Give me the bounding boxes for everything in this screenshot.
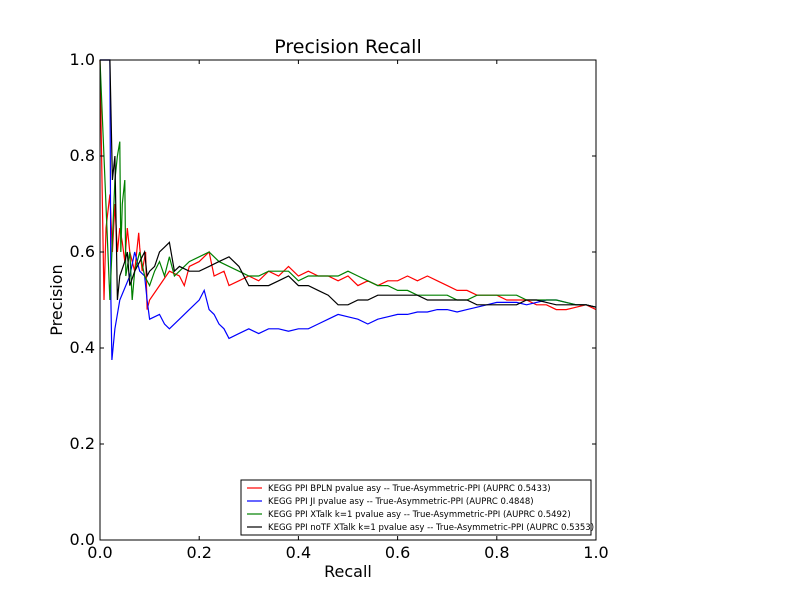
legend-label-2: KEGG PPI JI pvalue asy -- True-Asymmetri… <box>268 497 534 507</box>
legend-label-3: KEGG PPI XTalk k=1 pvalue asy -- True-As… <box>268 510 571 520</box>
y-tick-label: 0.8 <box>70 146 95 165</box>
series-line-3 <box>99 59 597 308</box>
x-axis-ticks: 0.0 0.2 0.4 0.6 0.8 1.0 <box>87 60 609 562</box>
legend-label-4: KEGG PPI noTF XTalk k=1 pvalue asy -- Tr… <box>268 523 594 533</box>
plot-frame <box>99 59 597 541</box>
y-tick-label: 1.0 <box>70 50 95 69</box>
y-axis-label: Precision <box>47 264 66 335</box>
y-axis-ticks: 0.0 0.2 0.4 0.6 0.8 1.0 <box>70 50 596 549</box>
chart-title: Precision Recall <box>274 36 422 58</box>
x-tick-label: 0.4 <box>286 543 311 562</box>
y-tick-label: 0.0 <box>70 530 95 549</box>
x-tick-label: 0.6 <box>385 543 410 562</box>
x-axis-label: Recall <box>324 562 372 581</box>
plot-area <box>99 59 597 541</box>
y-tick-label: 0.2 <box>70 434 95 453</box>
x-tick-label: 0.0 <box>87 543 112 562</box>
legend-label-1: KEGG PPI BPLN pvalue asy -- True-Asymmet… <box>268 484 551 494</box>
series-line-2 <box>100 59 597 361</box>
series-line-4 <box>100 59 597 308</box>
y-tick-label: 0.4 <box>70 338 95 357</box>
legend: KEGG PPI BPLN pvalue asy -- True-Asymmet… <box>240 479 594 536</box>
x-tick-label: 0.8 <box>484 543 509 562</box>
legend-box <box>240 479 592 536</box>
y-tick-label: 0.6 <box>70 242 95 261</box>
x-tick-label: 1.0 <box>583 543 608 562</box>
x-tick-label: 0.2 <box>186 543 211 562</box>
series-group <box>99 59 597 361</box>
